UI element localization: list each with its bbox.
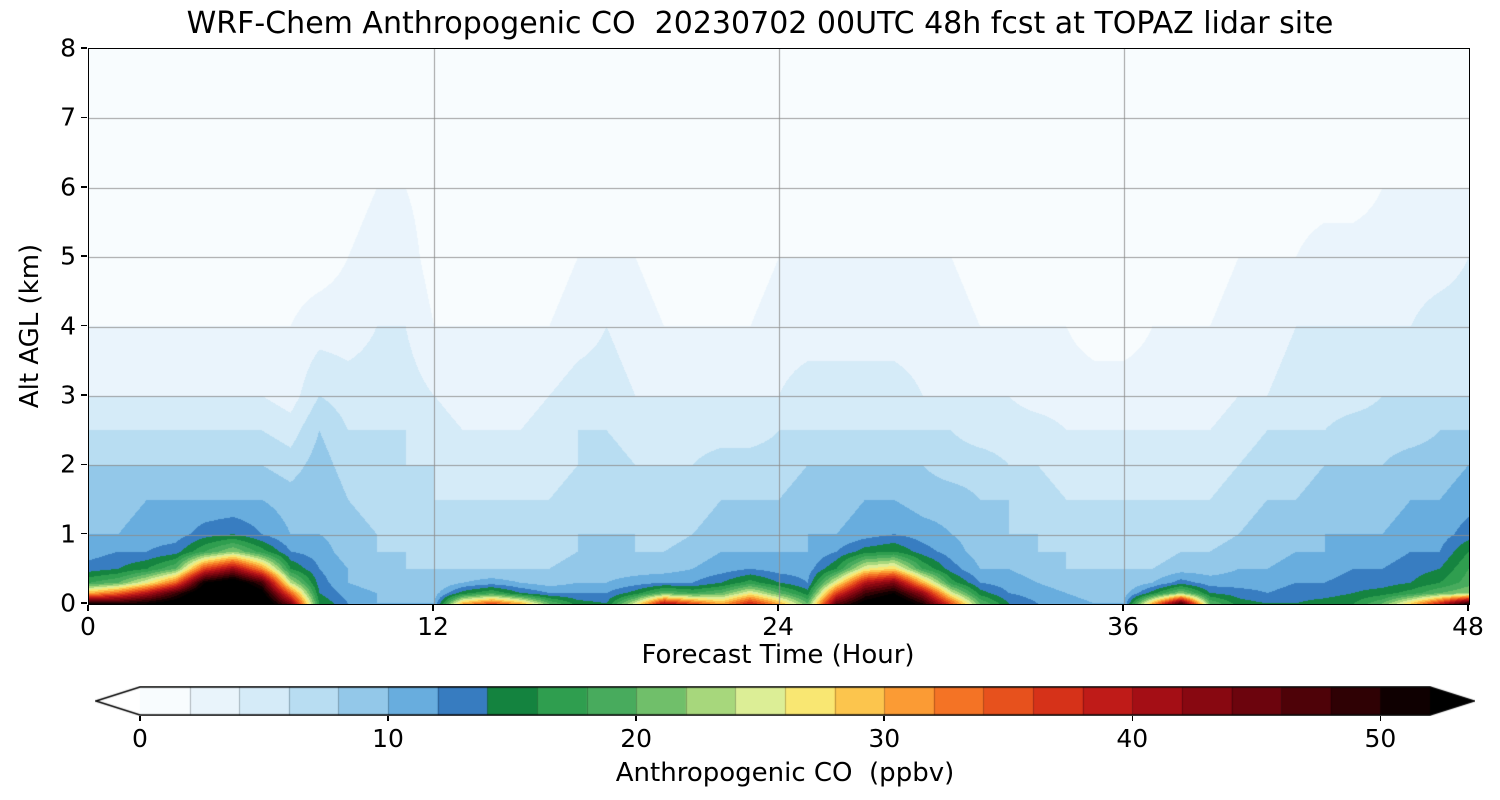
y-tick-label: 8 [60,33,76,63]
x-axis-label: Forecast Time (Hour) [641,640,915,670]
colorbar-tick-mark [387,716,389,721]
y-tick-mark [81,186,87,188]
y-tick-label: 1 [60,519,76,549]
y-tick-mark [81,324,87,327]
colorbar-tick-label: 50 [1364,724,1397,753]
y-tick-label: 4 [60,311,76,340]
chart-title: WRF-Chem Anthropogenic CO 20230702 00UTC… [186,6,1334,41]
x-tick-mark [1122,605,1124,611]
colorbar-tick-mark [1379,716,1382,721]
x-tick-label: 0 [80,612,96,641]
colorbar-tick-mark [139,716,141,721]
y-tick-label: 0 [60,588,76,618]
y-tick-mark [81,394,87,396]
x-tick-label: 12 [417,612,449,641]
colorbar-tick-mark [883,716,885,721]
colorbar [95,686,1475,716]
y-tick-label: 5 [60,241,76,271]
colorbar-tick-label: 20 [620,724,653,753]
colorbar-label: Anthropogenic CO (ppbv) [615,758,955,788]
x-tick-mark [777,605,779,611]
y-tick-label: 7 [60,102,76,132]
colorbar-tick-label: 40 [1116,724,1149,753]
colorbar-tick-mark [635,716,637,721]
y-tick-mark [81,602,87,604]
x-tick-mark [87,605,89,611]
x-tick-mark [1467,605,1469,611]
y-tick-label: 3 [60,380,76,410]
y-tick-mark [81,47,87,49]
y-tick-mark [81,116,87,119]
colorbar-tick-label: 10 [372,724,404,753]
y-tick-mark [81,463,87,465]
y-tick-mark [81,532,87,535]
colorbar-tick-label: 30 [868,724,901,753]
x-tick-label: 48 [1452,612,1484,641]
colorbar-tick-label: 0 [132,724,148,753]
y-tick-mark [81,255,87,257]
x-tick-mark [432,605,434,611]
y-tick-label: 2 [60,449,76,479]
x-tick-label: 36 [1107,612,1139,641]
colorbar-tick-mark [1131,716,1134,721]
heatmap-canvas [89,49,1469,604]
x-tick-label: 24 [762,612,794,641]
y-tick-label: 6 [60,172,76,202]
plot-area [88,48,1470,605]
